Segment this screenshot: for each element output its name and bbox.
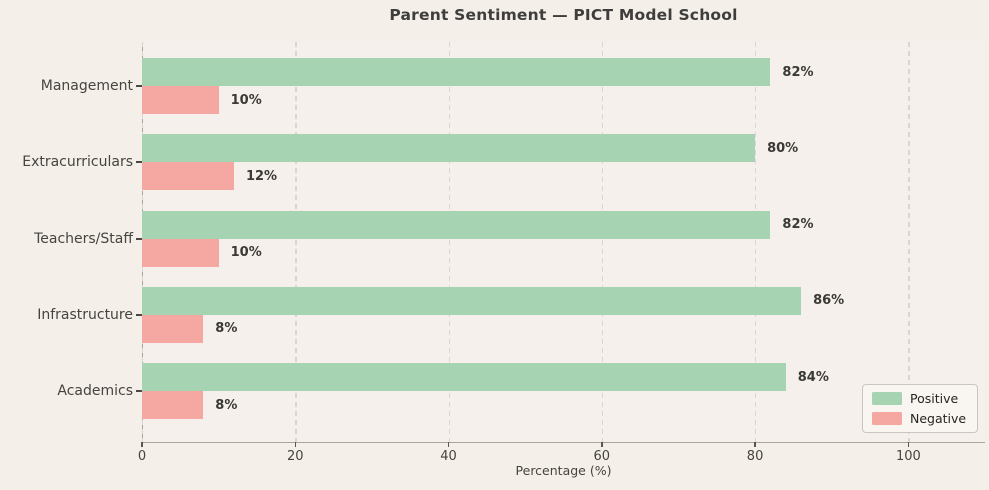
bar-value-label: 10% (230, 245, 262, 260)
x-tick-mark (601, 442, 603, 447)
x-tick-mark (447, 442, 450, 447)
y-tick-mark (135, 85, 143, 87)
legend-label: Positive (910, 391, 959, 406)
x-tick-label: 100 (895, 449, 921, 464)
legend-swatch-positive (872, 392, 902, 405)
bar-value-label: 82% (782, 217, 814, 232)
x-tick-mark (294, 442, 297, 447)
bar-positive (142, 286, 802, 315)
bar-value-label: 80% (767, 140, 799, 156)
bar-negative (142, 86, 219, 114)
x-tick-mark (141, 442, 143, 447)
bar-value-label: 84% (797, 369, 829, 385)
y-tick-mark (135, 237, 143, 240)
bar-positive (142, 58, 771, 86)
category-label: Infrastructure (37, 306, 133, 323)
category-label: Management (40, 78, 133, 94)
y-tick-mark (135, 390, 143, 392)
bar-negative (142, 314, 204, 343)
legend-item: Negative (872, 411, 968, 426)
bar-negative (142, 162, 234, 191)
x-tick-label: 80 (746, 449, 764, 464)
plot-area (142, 42, 985, 442)
x-tick-label: 60 (593, 449, 611, 464)
bar-value-label: 82% (782, 64, 814, 80)
bar-value-label: 10% (230, 92, 262, 108)
x-tick-mark (754, 442, 756, 447)
legend-swatch-negative (872, 412, 902, 425)
bar-positive (142, 210, 771, 239)
category-label: Teachers/Staff (34, 230, 133, 247)
y-tick-mark (135, 161, 143, 164)
x-axis-label: Percentage (%) (515, 463, 612, 478)
gridline (601, 42, 604, 442)
legend-item: Positive (872, 391, 968, 406)
bar-negative (142, 238, 219, 267)
y-tick-mark (135, 313, 143, 316)
x-tick-mark (907, 442, 910, 447)
chart-title: Parent Sentiment — PICT Model School (389, 6, 738, 24)
bar-value-label: 8% (215, 321, 238, 337)
bar-positive (142, 363, 786, 391)
bar-negative (142, 391, 204, 419)
gridline (755, 42, 757, 442)
bar-value-label: 8% (215, 397, 238, 413)
legend: Positive Negative (862, 384, 978, 433)
x-tick-label: 40 (440, 449, 457, 464)
bar-value-label: 86% (813, 293, 845, 309)
category-label: Academics (57, 383, 133, 399)
x-tick-label: 20 (286, 449, 304, 464)
gridline (448, 42, 450, 442)
legend-label: Negative (910, 411, 967, 426)
x-tick-label: 0 (137, 449, 147, 464)
category-label: Extracurriculars (22, 154, 133, 171)
bar-positive (142, 134, 756, 163)
x-axis-spine (142, 442, 985, 444)
gridline (295, 42, 297, 442)
gridline (908, 42, 910, 442)
bar-value-label: 12% (245, 168, 278, 184)
